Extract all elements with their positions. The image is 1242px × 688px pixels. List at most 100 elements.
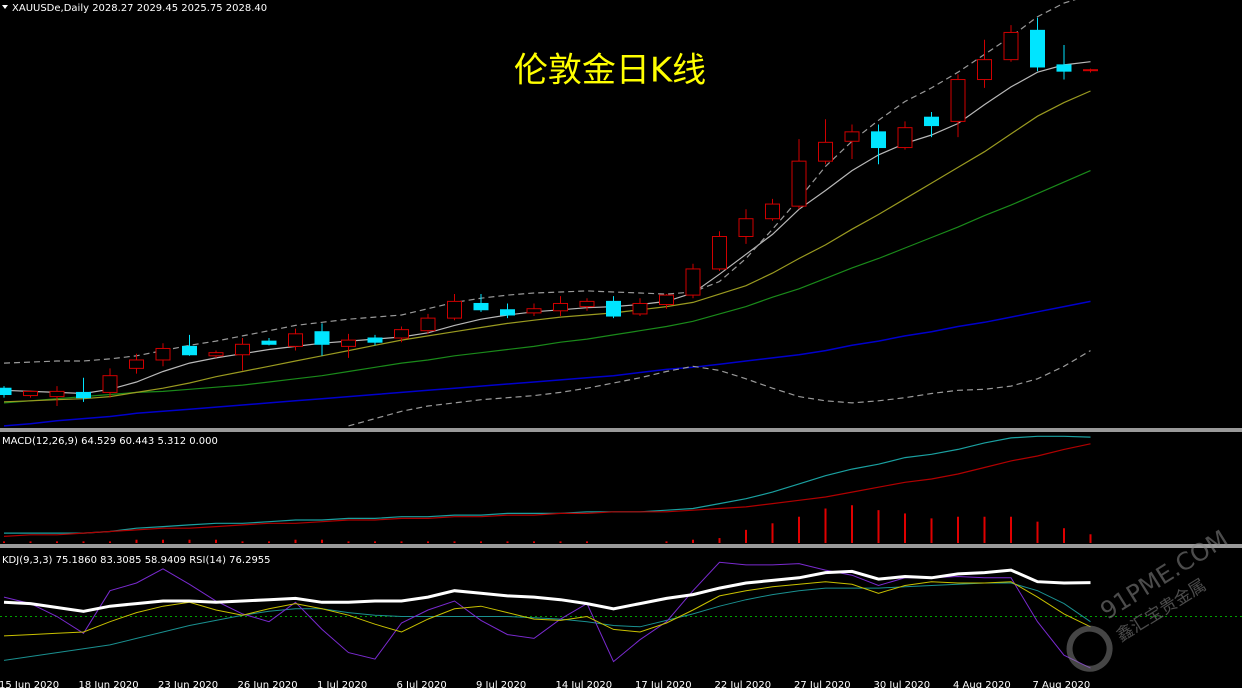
histogram-bar bbox=[82, 541, 85, 543]
candle-body bbox=[606, 300, 621, 317]
histogram-bar bbox=[586, 541, 588, 543]
indicator-line bbox=[3, 170, 1091, 404]
candle-body bbox=[1030, 29, 1045, 68]
indicator-line bbox=[3, 582, 1091, 661]
histogram-bar bbox=[135, 539, 138, 543]
x-tick-label: 18 Jun 2020 bbox=[79, 680, 139, 688]
x-tick-label: 17 Jul 2020 bbox=[635, 680, 692, 688]
histogram-bar bbox=[400, 541, 403, 543]
histogram-bar bbox=[294, 539, 297, 543]
histogram-bar bbox=[930, 518, 933, 543]
indicator-line bbox=[3, 443, 1091, 537]
indicator-line bbox=[4, 435, 1091, 534]
histogram-bar bbox=[824, 508, 827, 543]
x-tick-label: 22 Jul 2020 bbox=[715, 680, 772, 688]
histogram-bar bbox=[1089, 534, 1092, 543]
x-tick-label: 23 Jun 2020 bbox=[158, 680, 218, 688]
indicator-line bbox=[3, 90, 1091, 403]
histogram-bar bbox=[771, 523, 774, 543]
candle-body bbox=[0, 387, 12, 396]
x-tick-label: 14 Jul 2020 bbox=[556, 680, 613, 688]
histogram-bar bbox=[374, 541, 376, 543]
candle-body bbox=[314, 331, 330, 345]
candle-body bbox=[49, 390, 65, 398]
candle-body bbox=[553, 302, 568, 312]
histogram-bar bbox=[745, 529, 747, 543]
indicator-line bbox=[3, 581, 1091, 637]
candle-body bbox=[420, 317, 436, 332]
x-tick-label: 27 Jul 2020 bbox=[794, 680, 851, 688]
histogram-bar bbox=[29, 541, 32, 543]
watermark-logo bbox=[1066, 625, 1113, 672]
panel-separator bbox=[0, 544, 1242, 548]
panel-header: MACD(12,26,9) 64.529 60.443 5.312 0.000 bbox=[2, 436, 218, 447]
x-tick-label: 9 Jul 2020 bbox=[476, 680, 526, 688]
histogram-bar bbox=[1036, 521, 1039, 543]
candle-body bbox=[447, 300, 462, 319]
candle-body bbox=[182, 345, 197, 356]
candle-body bbox=[579, 300, 595, 308]
candle-body bbox=[871, 131, 886, 149]
candle-body bbox=[844, 131, 860, 142]
x-tick-label: 26 Jun 2020 bbox=[238, 680, 298, 688]
panel-header: KDJ(9,3,3) 75.1860 83.3085 58.9409 RSI(1… bbox=[2, 555, 271, 566]
candle-body bbox=[818, 141, 833, 162]
x-tick-label: 1 Jul 2020 bbox=[317, 680, 367, 688]
histogram-bar bbox=[851, 505, 853, 543]
candle-body bbox=[500, 309, 515, 316]
candle-body bbox=[1083, 69, 1098, 72]
candle-body bbox=[394, 329, 409, 339]
x-tick-label: 4 Aug 2020 bbox=[953, 680, 1011, 688]
candle-body bbox=[738, 218, 754, 237]
histogram-bar bbox=[347, 541, 350, 543]
candle-body bbox=[473, 302, 489, 311]
histogram-bar bbox=[983, 516, 986, 543]
panel bbox=[0, 561, 1242, 669]
histogram-bar bbox=[427, 541, 429, 543]
candle-body bbox=[23, 390, 38, 397]
histogram-bar bbox=[241, 541, 244, 543]
candle-body bbox=[288, 333, 303, 347]
candle-body bbox=[632, 302, 648, 315]
menu-triangle bbox=[2, 5, 8, 9]
histogram-bar bbox=[3, 541, 5, 543]
candle-body bbox=[208, 352, 224, 357]
histogram-bar bbox=[559, 541, 562, 543]
histogram-bar bbox=[798, 516, 800, 543]
histogram-bar bbox=[692, 539, 694, 543]
histogram-bar bbox=[268, 541, 270, 543]
candle-body bbox=[1056, 64, 1072, 72]
candle-body bbox=[685, 268, 701, 296]
candle-body bbox=[129, 359, 144, 369]
histogram-bar bbox=[718, 538, 721, 543]
candle-body bbox=[659, 294, 674, 306]
histogram-bar bbox=[957, 516, 959, 543]
candle-body bbox=[791, 160, 807, 207]
histogram-bar bbox=[1010, 516, 1012, 543]
candle-body bbox=[341, 339, 356, 347]
x-tick-label: 6 Jul 2020 bbox=[397, 680, 447, 688]
candle-body bbox=[977, 59, 992, 81]
candle-body bbox=[765, 203, 780, 220]
candle-body bbox=[712, 235, 727, 270]
histogram-bar bbox=[877, 510, 880, 543]
histogram-bar bbox=[1063, 528, 1065, 543]
x-tick-label: 30 Jul 2020 bbox=[874, 680, 931, 688]
chart-title: 伦敦金日K线 bbox=[514, 51, 706, 91]
panel bbox=[3, 435, 1092, 543]
histogram-bar bbox=[162, 539, 164, 543]
histogram-bar bbox=[453, 541, 456, 543]
histogram-bar bbox=[56, 541, 58, 543]
candle-body bbox=[924, 116, 939, 127]
histogram-bar bbox=[109, 541, 111, 543]
candle-body bbox=[1003, 31, 1019, 61]
indicator-line bbox=[3, 568, 1091, 613]
x-tick-label: 7 Aug 2020 bbox=[1033, 680, 1091, 688]
indicator-line bbox=[3, 300, 1091, 427]
candle-body bbox=[526, 308, 542, 314]
candle-body bbox=[897, 127, 913, 149]
